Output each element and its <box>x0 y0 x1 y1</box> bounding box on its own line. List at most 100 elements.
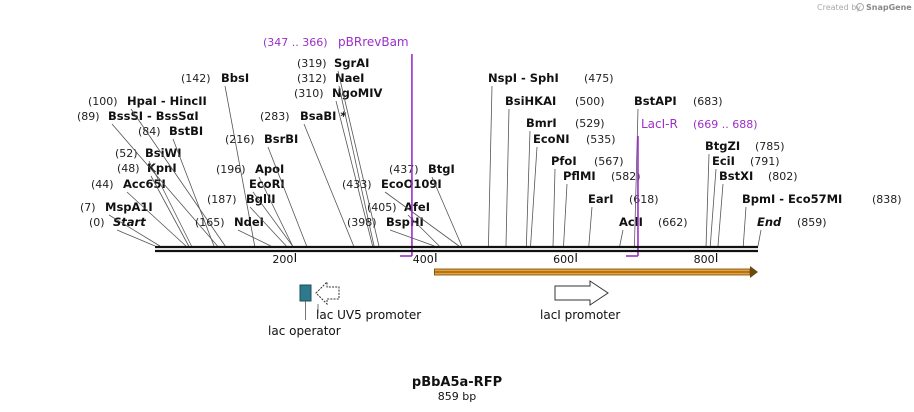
enzyme-ndei-9[interactable]: (165) NdeI <box>195 215 272 247</box>
enzyme-btgzi-31[interactable]: (785) BtgZI <box>705 139 785 247</box>
feature-lac-uv5-promoter[interactable]: lac UV5 promoter <box>315 280 421 322</box>
feature-laci[interactable] <box>433 266 758 278</box>
enzyme-cut-line <box>709 168 717 247</box>
enzyme-name: Acc65I <box>123 177 166 191</box>
primer-position: (669 .. 688) <box>693 118 758 131</box>
enzyme-name: PflMI <box>563 169 596 183</box>
enzyme-position: (618) <box>629 193 659 206</box>
enzyme-acli-29[interactable]: (662) AclI <box>619 215 688 247</box>
enzyme-end-35[interactable]: (859) End <box>757 215 827 247</box>
enzyme-name: PfoI <box>551 154 577 168</box>
promoter-arrow-icon <box>315 280 340 306</box>
primer-position: (347 .. 366) <box>263 36 328 49</box>
enzyme-cut-line <box>530 146 538 247</box>
brand-product: SnapGene <box>866 3 912 12</box>
enzyme-cut-line <box>552 168 556 247</box>
enzyme-position: (791) <box>750 155 780 168</box>
enzyme-bmri-24[interactable]: (529) BmrI <box>525 116 605 247</box>
enzyme-position: (475) <box>584 72 614 85</box>
snapgene-logo-icon <box>856 3 864 11</box>
enzyme-bpmi-eco57mi-34[interactable]: (838) BpmI - Eco57MI <box>742 192 902 247</box>
enzyme-position: (529) <box>575 117 605 130</box>
enzyme-sgrai-17[interactable]: (319) SgrAI <box>297 56 380 247</box>
enzyme-name: BstBI <box>169 124 203 138</box>
enzyme-bsrbi-13[interactable]: (216) BsrBI <box>225 132 308 247</box>
enzyme-cut-line <box>126 191 187 247</box>
enzyme-ecoo109i-20[interactable]: (433)EcoO109I <box>342 177 460 247</box>
enzyme-mspa1i-1[interactable]: (7) MspA1I <box>80 200 161 247</box>
enzyme-hpai-hincii-7[interactable]: (100) HpaI - HincII <box>88 94 226 247</box>
enzyme-naei-16[interactable]: (312) NaeI <box>297 71 375 247</box>
enzyme-name: EcoRI <box>249 177 285 191</box>
enzyme-bsssi-bsss-i-6[interactable]: (89) BssSI - BssSαI <box>77 109 218 247</box>
enzyme-nspi-sphi-22[interactable]: (475) NspI - SphI <box>488 71 614 247</box>
enzyme-apoi-11[interactable]: (196) ApoI <box>216 162 293 247</box>
enzyme-name: ApoI <box>255 162 284 176</box>
dna-backbone <box>155 245 758 253</box>
enzyme-bstbi-5[interactable]: (84) BstBI <box>138 124 215 247</box>
enzyme-bbsi-8[interactable]: (142) BbsI <box>181 71 256 247</box>
enzyme-sites: (0) Start (7) MspA1I (44) Acc65I (48) KpnI (52) B… <box>77 56 902 247</box>
enzyme-name: BsiHKAI <box>505 94 556 108</box>
enzyme-name: BpmI - Eco57MI <box>742 192 842 206</box>
enzyme-cut-line <box>252 191 293 247</box>
enzyme-position: (683) <box>693 95 723 108</box>
enzyme-name: AclI <box>619 215 643 229</box>
primer-name: LacI-R <box>641 117 678 131</box>
enzyme-position: (500) <box>575 95 605 108</box>
enzyme-bsabi-14[interactable]: (283) BsaBI * <box>260 109 355 247</box>
enzyme-bstxi-33[interactable]: (802) BstXI <box>717 169 798 247</box>
enzyme-bsphi-18[interactable]: (398) BspHI <box>347 215 435 247</box>
ruler-tick-label: 800 <box>694 253 715 266</box>
enzyme-cut-line <box>303 123 355 247</box>
enzyme-cut-line <box>525 130 531 247</box>
enzyme-cut-line <box>249 206 287 247</box>
enzyme-pflmi-27[interactable]: (582) PflMI <box>563 169 641 247</box>
enzyme-bstapi-30[interactable]: (683) BstAPI <box>634 94 723 247</box>
enzyme-eari-28[interactable]: (618) EarI <box>588 192 659 247</box>
enzyme-cut-line <box>337 70 380 247</box>
enzyme-position: (89) <box>77 110 100 123</box>
enzyme-cut-line <box>619 229 624 247</box>
primer-sites: (347 .. 366) pBRrevBam (669 .. 688) LacI-R <box>263 35 758 257</box>
enzyme-bsihkai-23[interactable]: (500) BsiHKAI <box>505 94 605 247</box>
enzyme-ngomiv-15[interactable]: (310) NgoMIV <box>294 86 382 247</box>
enzyme-cut-line <box>267 146 308 247</box>
enzyme-ecii-32[interactable]: (791) EciI <box>709 154 780 247</box>
brand-watermark: Created by SnapGene <box>817 3 912 12</box>
enzyme-cut-line <box>757 229 762 247</box>
ruler: 200 400 600 800 <box>272 253 718 266</box>
feature-label: lacI promoter <box>540 308 620 322</box>
primer-name: pBRrevBam <box>338 35 409 49</box>
primer-pbrrevbam[interactable]: (347 .. 366) pBRrevBam <box>263 35 413 257</box>
enzyme-name: EciI <box>712 154 735 168</box>
feature-lac-operator[interactable]: lac operator <box>268 284 341 338</box>
ruler-tick-label: 400 <box>413 253 434 266</box>
enzyme-name: BssSI - BssSαI <box>108 109 199 123</box>
enzyme-name: HpaI - HincII <box>127 94 207 108</box>
features: lac operator lac UV5 promoter lacI promote… <box>268 266 758 338</box>
enzyme-acc65i-2[interactable]: (44) Acc65I <box>91 177 187 247</box>
feature-laci-promoter[interactable]: lacI promoter <box>540 280 620 322</box>
enzyme-position: (802) <box>768 170 798 183</box>
enzyme-position: (0) <box>89 216 105 229</box>
enzyme-name: NdeI <box>234 215 264 229</box>
enzyme-name: BtgI <box>428 162 455 176</box>
operator-box <box>299 284 312 302</box>
primer-laci-r[interactable]: (669 .. 688) LacI-R <box>625 117 758 257</box>
enzyme-start-0[interactable]: (0) Start <box>89 215 156 247</box>
enzyme-cut-line <box>111 123 218 247</box>
enzyme-name: BsaBI * <box>300 109 346 123</box>
enzyme-ecori-12[interactable]: EcoRI <box>249 177 293 247</box>
ruler-tick-200: 200 <box>272 253 296 266</box>
enzyme-cut-line <box>224 85 256 247</box>
enzyme-cut-line <box>742 206 747 247</box>
enzyme-pfoi-26[interactable]: (567) PfoI <box>551 154 624 247</box>
enzyme-cut-line <box>588 206 593 247</box>
ruler-tick-label: 200 <box>272 253 293 266</box>
promoter-arrow-icon <box>554 280 609 306</box>
enzyme-econi-25[interactable]: (535) EcoNI <box>530 132 616 247</box>
enzyme-name: BspHI <box>386 215 424 229</box>
feature-label: lac operator <box>268 324 341 338</box>
enzyme-position: (785) <box>755 140 785 153</box>
